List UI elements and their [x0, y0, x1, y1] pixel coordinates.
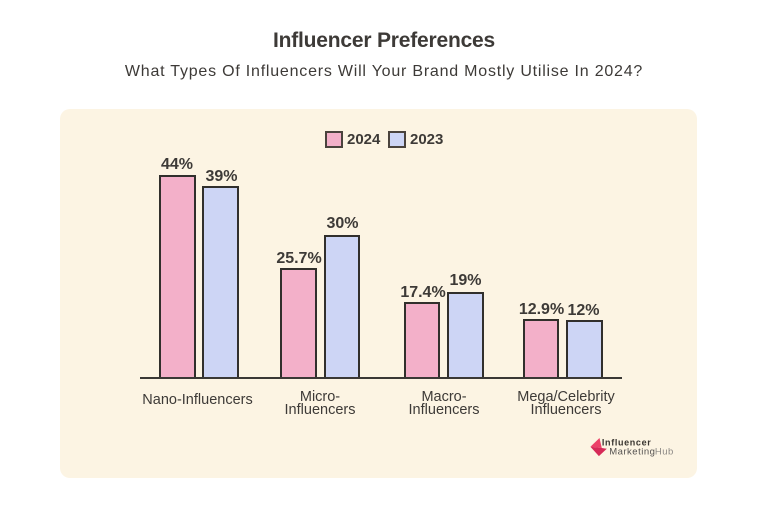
svg-text:Influencer: Influencer	[602, 438, 652, 448]
svg-text:Hub: Hub	[655, 446, 674, 457]
svg-text:Marketing: Marketing	[609, 446, 655, 457]
